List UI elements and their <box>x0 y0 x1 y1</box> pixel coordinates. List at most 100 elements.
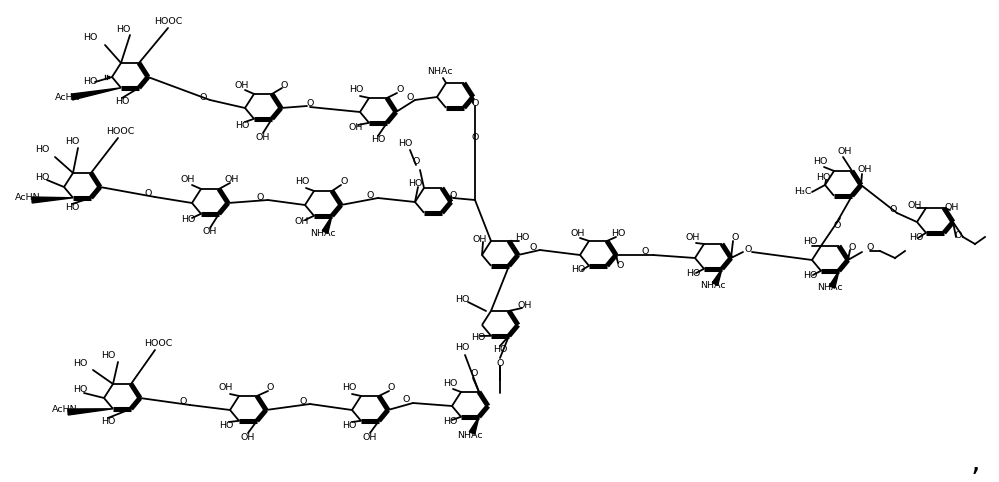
Text: HO: HO <box>181 215 195 225</box>
Text: O: O <box>179 398 187 406</box>
Text: O: O <box>267 384 274 392</box>
Text: HO: HO <box>35 174 49 183</box>
Text: HO: HO <box>115 97 129 107</box>
Text: HO: HO <box>514 233 529 242</box>
Text: HO: HO <box>443 378 458 388</box>
Text: HO: HO <box>65 137 79 147</box>
Text: HO: HO <box>813 158 827 166</box>
Text: O: O <box>200 93 207 102</box>
Text: HO: HO <box>35 146 49 155</box>
Text: OH: OH <box>570 228 585 238</box>
Text: NHAc: NHAc <box>458 430 483 440</box>
Text: O: O <box>889 205 897 214</box>
Text: OH: OH <box>181 175 195 185</box>
Text: HOOC: HOOC <box>154 17 182 27</box>
Text: HO: HO <box>73 359 87 367</box>
Text: O: O <box>616 260 623 269</box>
Polygon shape <box>72 88 121 100</box>
Text: HO: HO <box>101 350 115 360</box>
Text: HO: HO <box>493 346 507 354</box>
Text: HO: HO <box>349 85 364 94</box>
Text: O: O <box>866 243 874 253</box>
Text: O: O <box>744 245 751 254</box>
Text: HO: HO <box>295 177 309 187</box>
Text: HO: HO <box>408 178 423 187</box>
Text: OH: OH <box>349 123 364 133</box>
Text: ,: , <box>970 447 980 477</box>
Text: HO: HO <box>570 266 585 275</box>
Text: O: O <box>450 190 457 200</box>
Text: O: O <box>413 158 420 166</box>
Text: OH: OH <box>235 80 249 90</box>
Text: OH: OH <box>256 134 270 143</box>
Text: NHAc: NHAc <box>310 228 336 238</box>
Text: O: O <box>471 369 478 377</box>
Text: O: O <box>954 230 962 240</box>
Text: O: O <box>472 134 479 143</box>
Text: OH: OH <box>858 165 872 174</box>
Text: NHAc: NHAc <box>428 67 453 77</box>
Text: HO: HO <box>342 420 357 429</box>
Polygon shape <box>323 216 332 233</box>
Text: HO: HO <box>73 386 87 394</box>
Text: AcHN: AcHN <box>15 192 41 201</box>
Text: HO: HO <box>471 334 486 343</box>
Text: HO: HO <box>398 138 413 147</box>
Polygon shape <box>829 271 839 288</box>
Polygon shape <box>32 197 73 203</box>
Text: O: O <box>731 233 738 242</box>
Text: O: O <box>397 85 404 94</box>
Text: OH: OH <box>363 432 378 442</box>
Text: O: O <box>307 99 314 108</box>
Polygon shape <box>68 409 113 415</box>
Text: O: O <box>529 243 536 253</box>
Text: OH: OH <box>219 384 233 392</box>
Text: OH: OH <box>908 201 922 210</box>
Text: HO: HO <box>803 238 817 246</box>
Text: OH: OH <box>685 233 700 242</box>
Text: HO: HO <box>443 417 458 427</box>
Text: OH: OH <box>241 432 255 442</box>
Text: O: O <box>403 396 410 404</box>
Text: H₃C: H₃C <box>794 187 812 197</box>
Text: AcHN: AcHN <box>55 93 81 102</box>
Text: HO: HO <box>909 233 923 242</box>
Text: HO: HO <box>610 228 625 238</box>
Text: O: O <box>641 247 648 256</box>
Text: OH: OH <box>203 228 217 237</box>
Text: HO: HO <box>219 420 233 429</box>
Text: OH: OH <box>945 202 959 212</box>
Text: OH: OH <box>838 147 852 157</box>
Text: OH: OH <box>225 175 239 185</box>
Text: HO: HO <box>83 78 97 86</box>
Text: OH: OH <box>295 217 309 227</box>
Text: HO: HO <box>803 270 817 280</box>
Text: O: O <box>407 93 414 102</box>
Text: O: O <box>300 397 307 405</box>
Text: HO: HO <box>455 295 470 305</box>
Text: OH: OH <box>473 236 488 244</box>
Polygon shape <box>712 269 722 285</box>
Text: O: O <box>341 177 348 187</box>
Text: HO: HO <box>342 384 357 392</box>
Text: HO: HO <box>455 344 470 352</box>
Text: HO: HO <box>816 174 830 183</box>
Text: O: O <box>833 220 841 229</box>
Text: HOOC: HOOC <box>144 338 172 348</box>
Text: OH: OH <box>517 300 532 309</box>
Text: HO: HO <box>685 268 700 278</box>
Text: HO: HO <box>65 203 79 213</box>
Text: O: O <box>472 98 479 107</box>
Text: HOOC: HOOC <box>106 128 134 136</box>
Text: O: O <box>257 192 264 201</box>
Text: HO: HO <box>371 135 386 145</box>
Text: O: O <box>367 190 374 200</box>
Text: O: O <box>848 243 856 253</box>
Text: NHAc: NHAc <box>817 283 843 293</box>
Text: NHAc: NHAc <box>700 281 726 290</box>
Text: O: O <box>388 384 395 392</box>
Text: HO: HO <box>83 34 97 42</box>
Text: HO: HO <box>116 26 130 35</box>
Text: HO: HO <box>101 417 115 427</box>
Text: HO: HO <box>235 120 249 130</box>
